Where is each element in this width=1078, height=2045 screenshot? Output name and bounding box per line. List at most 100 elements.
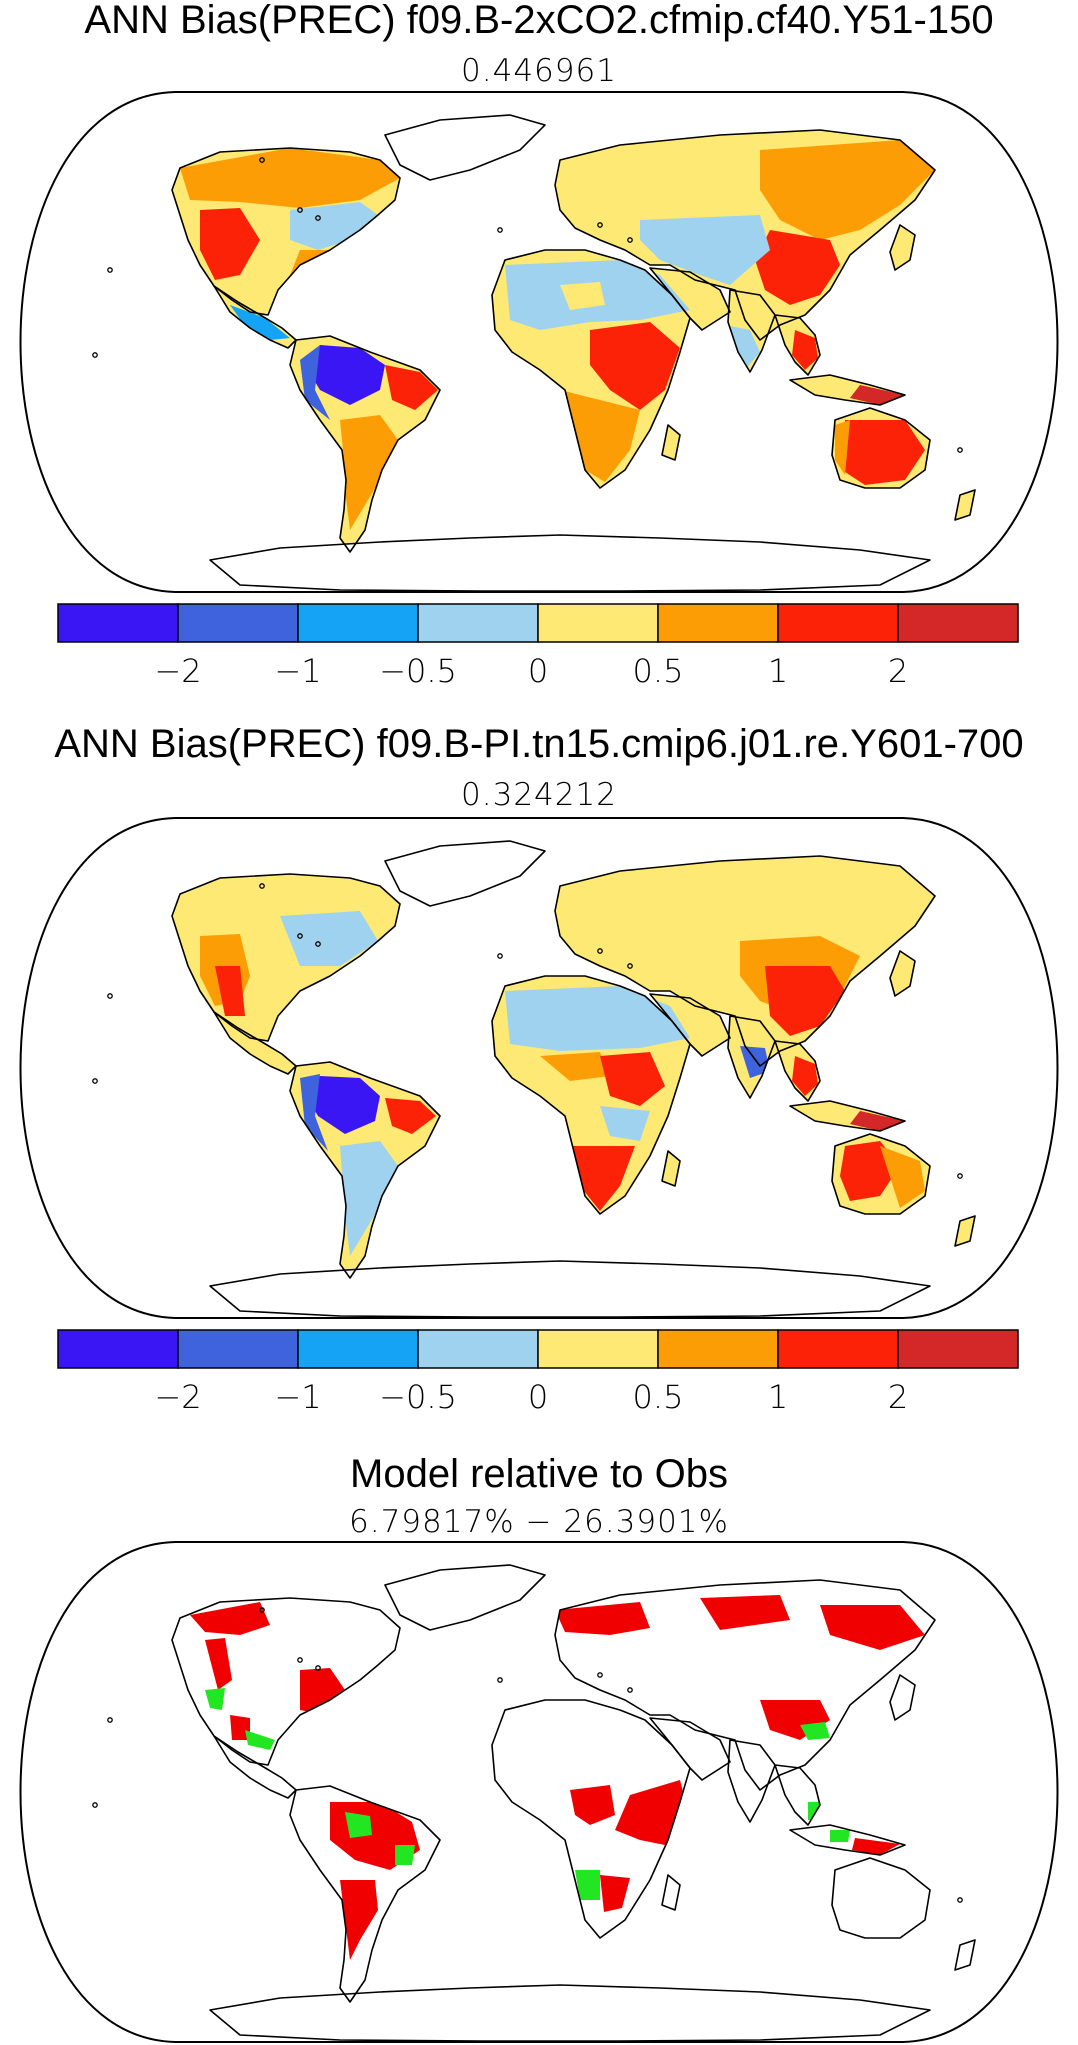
significance-region-7 — [700, 1595, 790, 1630]
bias-region-8 — [340, 1141, 398, 1256]
bias-region-13 — [540, 1052, 610, 1081]
coastline-seAsia — [774, 1040, 821, 1102]
significance-region-18 — [340, 1880, 378, 1960]
colorbar-swatch-5 — [657, 603, 779, 643]
coastline-northAmerica — [171, 147, 401, 316]
bias-region-16 — [565, 1146, 635, 1211]
island-mark-5 — [497, 1677, 503, 1683]
colorbar-swatch-4 — [537, 603, 659, 643]
map-frame — [19, 817, 1059, 1319]
island-mark-7 — [92, 1078, 98, 1084]
coastline-japan — [889, 950, 916, 997]
significance-map — [19, 1541, 1059, 2043]
bias-region-7 — [385, 1098, 436, 1134]
island-mark-8 — [957, 447, 963, 453]
bias-region-1 — [200, 208, 260, 280]
bias-region-5 — [305, 345, 385, 405]
bias-map-2xco2 — [19, 91, 1059, 593]
colorbar-tick-label: −1 — [274, 652, 321, 690]
antarctica-fill — [210, 1261, 930, 1317]
bias-region-5 — [305, 1076, 380, 1134]
colorbar-swatch-6 — [777, 603, 899, 643]
coastline-nz — [954, 1939, 976, 1971]
island-mark-6 — [107, 267, 113, 273]
bias-region-14 — [560, 282, 605, 310]
island-mark-5 — [497, 227, 503, 233]
coastline-arabia — [649, 1717, 731, 1781]
panel-2-title: ANN Bias(PREC) f09.B-PI.tn15.cmip6.j01.r… — [54, 722, 1024, 766]
coastline-centralAmerica — [213, 1011, 297, 1075]
colorbar-swatch-4 — [537, 1329, 659, 1369]
bias-region-1 — [280, 911, 378, 966]
colorbar-tick-label: 0.5 — [633, 1378, 684, 1416]
colorbar-1: −2 −1 −0.5 0 0.5 1 2 — [57, 603, 1019, 690]
coastline-greenland — [384, 1564, 546, 1631]
coastline-japan — [889, 224, 916, 271]
bias-region-7 — [385, 365, 438, 410]
coastline-japan — [889, 1674, 916, 1721]
coastline-madagascar — [661, 424, 681, 461]
greenland-fill — [385, 115, 545, 180]
colorbar-swatch-1 — [177, 603, 299, 643]
panel-1-global-mean: 0.446961 — [461, 53, 617, 89]
panel-3-title: Model relative to Obs — [350, 1452, 728, 1496]
map-frame — [19, 91, 1059, 593]
island-mark-0 — [297, 207, 303, 213]
colorbar-swatch-0 — [57, 603, 179, 643]
bias-region-20 — [842, 420, 925, 485]
coastline-madagascar — [661, 1874, 681, 1911]
coastline-greenland — [384, 114, 546, 181]
bias-region-17 — [740, 1046, 770, 1078]
bias-region-6 — [300, 1074, 328, 1151]
coastline-india — [727, 289, 776, 373]
significance-region-5 — [245, 1730, 275, 1750]
significance-region-6 — [555, 1602, 650, 1635]
coastline-australia — [831, 407, 931, 489]
island-mark-3 — [597, 948, 603, 954]
colorbar-tick-label: −0.5 — [379, 1378, 457, 1416]
coastline-africa — [491, 1699, 691, 1939]
island-mark-1 — [315, 1665, 321, 1671]
island-mark-1 — [315, 941, 321, 947]
island-mark-3 — [597, 222, 603, 228]
colorbar-swatch-2 — [297, 603, 419, 643]
bias-region-17 — [725, 325, 760, 370]
bias-region-10 — [760, 140, 935, 240]
coastline-greenland — [384, 840, 546, 907]
bias-region-9 — [560, 856, 935, 936]
island-mark-2 — [259, 157, 265, 163]
bias-region-21 — [880, 1146, 925, 1208]
colorbar-swatch-2 — [297, 1329, 419, 1369]
coastline-centralAmerica — [213, 285, 297, 349]
colorbar-tick-label: 2 — [888, 652, 908, 690]
significance-region-21 — [830, 1830, 850, 1842]
coastline-indonesia — [789, 374, 906, 406]
coastline-india — [727, 1015, 776, 1099]
coastline-arabia — [649, 993, 731, 1057]
coastline-southAmerica — [289, 1785, 441, 2003]
coastline-eurasia — [554, 855, 936, 1067]
significance-region-20 — [852, 1838, 900, 1855]
coastline-southAmerica — [289, 335, 441, 553]
island-mark-7 — [92, 1802, 98, 1808]
island-mark-0 — [297, 933, 303, 939]
map-frame — [19, 1541, 1059, 2043]
coastline-northAmerica — [171, 1597, 401, 1766]
coastline-nz — [954, 489, 976, 521]
panel-1-title: ANN Bias(PREC) f09.B-2xCO2.cfmip.cf40.Y5… — [84, 0, 994, 42]
coastline-arabia — [649, 267, 731, 331]
colorbar-tick-label: 1 — [768, 1378, 788, 1416]
significance-region-12 — [570, 1785, 615, 1825]
bias-region-15 — [600, 1106, 650, 1141]
coastline-australia — [831, 1133, 931, 1215]
coastline-eurasia — [554, 1579, 936, 1791]
significance-region-1 — [205, 1638, 232, 1690]
coastline-centralAmerica — [213, 1735, 297, 1799]
significance-region-10 — [800, 1722, 830, 1740]
coastline-seAsia — [774, 1764, 821, 1826]
colorbar-tick-label: 0 — [528, 1378, 548, 1416]
colorbar-tick-label: 2 — [888, 1378, 908, 1416]
significance-region-0 — [190, 1602, 270, 1635]
bias-region-18 — [792, 330, 818, 370]
island-mark-6 — [107, 993, 113, 999]
